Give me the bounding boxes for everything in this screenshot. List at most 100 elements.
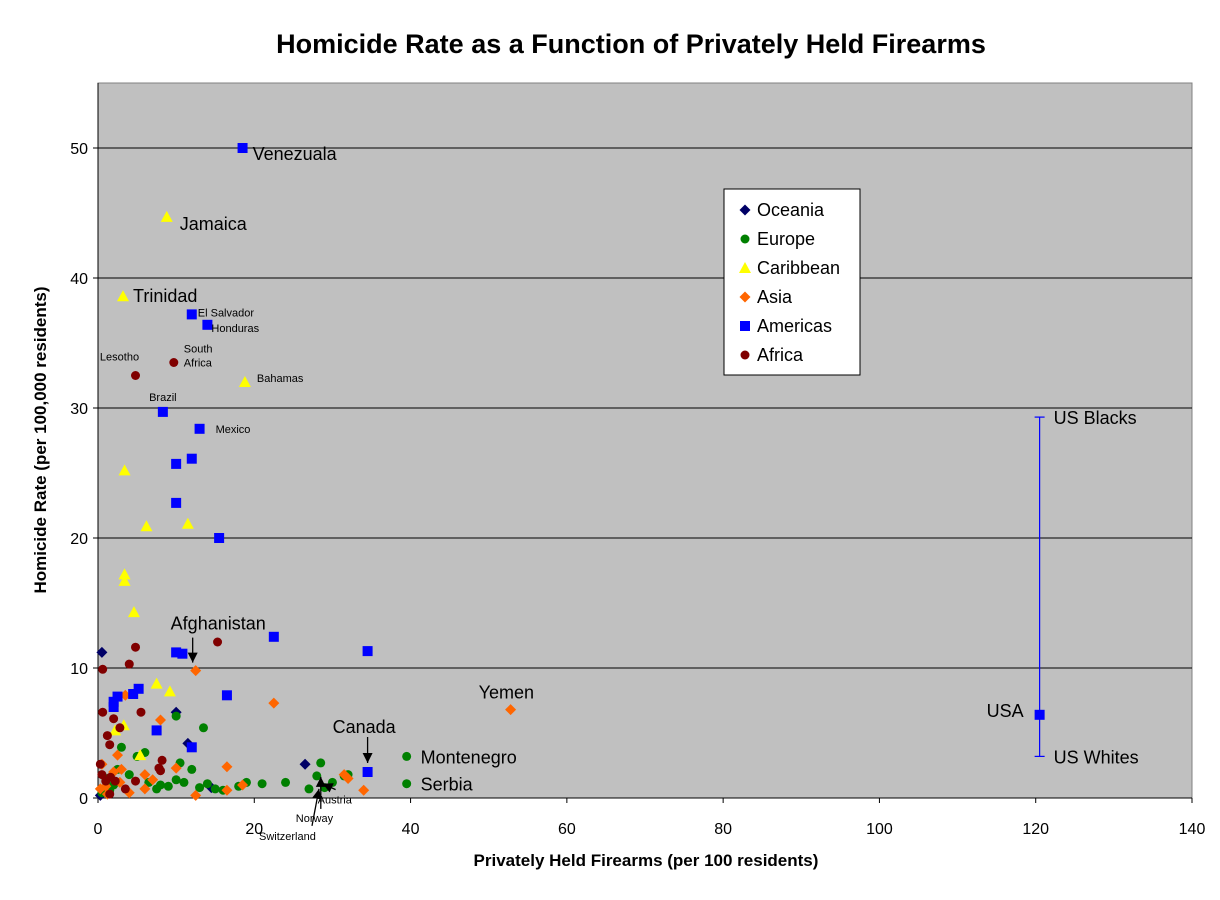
legend-label-africa: Africa (757, 345, 804, 365)
point-asia-17 (190, 789, 202, 801)
point-americas-13 (221, 690, 232, 701)
legend-marker-oceania (739, 204, 751, 216)
point-europe-8 (304, 784, 314, 794)
point-africa-5 (98, 664, 108, 674)
plot-area (97, 82, 1193, 799)
point-asia-2 (268, 697, 280, 709)
point-africa-4 (124, 659, 134, 669)
point-asia-4 (119, 689, 131, 701)
point-oceania-0 (96, 646, 108, 658)
point-caribbean-5 (181, 517, 194, 529)
point-americas-1 (186, 309, 197, 320)
point-africa-11 (105, 740, 115, 750)
label-us-blacks: US Blacks (1054, 408, 1137, 428)
point-oceania-4 (299, 758, 311, 770)
point-caribbean-4 (140, 520, 153, 532)
point-africa-20 (131, 776, 141, 786)
label-trinidad: Trinidad (133, 286, 197, 306)
point-europe-14 (210, 784, 220, 794)
legend-marker-europe (740, 234, 750, 244)
point-americas-17 (108, 696, 119, 707)
label-montenegro: Montenegro (421, 747, 517, 767)
point-europe-3 (312, 771, 322, 781)
label-usa: USA (987, 701, 1024, 721)
point-americas-3 (157, 406, 168, 417)
point-europe-18 (187, 764, 197, 774)
point-europe-23 (163, 781, 173, 791)
point-caribbean-13 (134, 749, 147, 761)
point-europe-15 (202, 779, 212, 789)
point-americas-10 (362, 646, 373, 657)
point-asia-10 (112, 749, 124, 761)
point-americas-5 (171, 458, 182, 469)
legend-label-europe: Europe (757, 229, 815, 249)
label-austria: Austria (318, 795, 353, 807)
y-tick-label-50: 50 (70, 141, 88, 158)
x-tick-label-140: 140 (1179, 821, 1206, 838)
point-africa-21 (120, 784, 130, 794)
point-americas-19 (151, 725, 162, 736)
point-americas-2 (202, 319, 213, 330)
canada-arrow-head (362, 753, 373, 763)
point-caribbean-9 (150, 677, 163, 689)
point-americas-21 (362, 767, 373, 777)
legend-label-asia: Asia (757, 287, 793, 307)
point-caribbean-7 (118, 574, 131, 586)
point-caribbean-6 (118, 568, 131, 580)
point-caribbean-0 (160, 210, 173, 222)
label-brazil: Brazil (149, 392, 177, 404)
point-europe-0 (402, 751, 412, 761)
y-tick-label-30: 30 (70, 401, 88, 418)
label-south: South (184, 344, 213, 356)
label-us-whites: US Whites (1054, 747, 1139, 767)
point-americas-4 (194, 423, 205, 434)
y-tick-label-10: 10 (70, 661, 88, 678)
point-africa-1 (169, 358, 179, 367)
y-axis-title: Homicide Rate (per 100,000 residents) (31, 286, 50, 593)
legend-label-caribbean: Caribbean (757, 258, 840, 278)
point-americas-22 (1034, 709, 1045, 720)
label-venezuala: Venezuala (253, 144, 338, 164)
x-tick-label-120: 120 (1022, 821, 1049, 838)
x-tick-label-60: 60 (558, 821, 576, 838)
point-americas-14 (133, 683, 144, 694)
point-asia-8 (147, 774, 159, 786)
point-europe-10 (257, 779, 267, 789)
point-europe-30 (116, 742, 126, 752)
legend-marker-asia (739, 291, 751, 303)
point-africa-2 (213, 637, 223, 647)
legend-label-americas: Americas (757, 316, 832, 336)
point-asia-19 (237, 779, 249, 791)
point-asia-14 (94, 783, 106, 795)
point-europe-21 (171, 711, 181, 721)
label-norway: Norway (296, 813, 334, 825)
point-asia-5 (221, 761, 233, 773)
point-africa-0 (131, 371, 141, 380)
switzerland-arrow-head (312, 788, 323, 800)
point-caribbean-3 (118, 464, 131, 476)
point-americas-15 (128, 689, 139, 699)
us-range-bar (1034, 416, 1045, 758)
gridlines (98, 147, 1192, 669)
point-americas-20 (186, 742, 197, 753)
point-africa-7 (136, 707, 146, 717)
point-africa-22 (105, 789, 115, 799)
legend-label-oceania: Oceania (757, 200, 825, 220)
label-mexico: Mexico (216, 424, 251, 436)
label-serbia: Serbia (421, 775, 474, 795)
data-points (94, 143, 1045, 801)
label-africa: Africa (184, 358, 213, 370)
afghanistan-arrow-head (187, 652, 198, 663)
legend-marker-caribbean (739, 262, 751, 273)
x-axis-title: Privately Held Firearms (per 100 residen… (474, 851, 819, 870)
point-americas-9 (268, 631, 279, 642)
point-americas-8 (214, 533, 225, 543)
x-tick-label-100: 100 (866, 821, 893, 838)
point-africa-19 (110, 776, 120, 786)
y-tick-label-0: 0 (79, 791, 88, 808)
legend-marker-americas (740, 321, 750, 331)
point-asia-20 (358, 784, 370, 796)
y-tick-label-20: 20 (70, 531, 88, 548)
point-caribbean-8 (127, 606, 140, 618)
